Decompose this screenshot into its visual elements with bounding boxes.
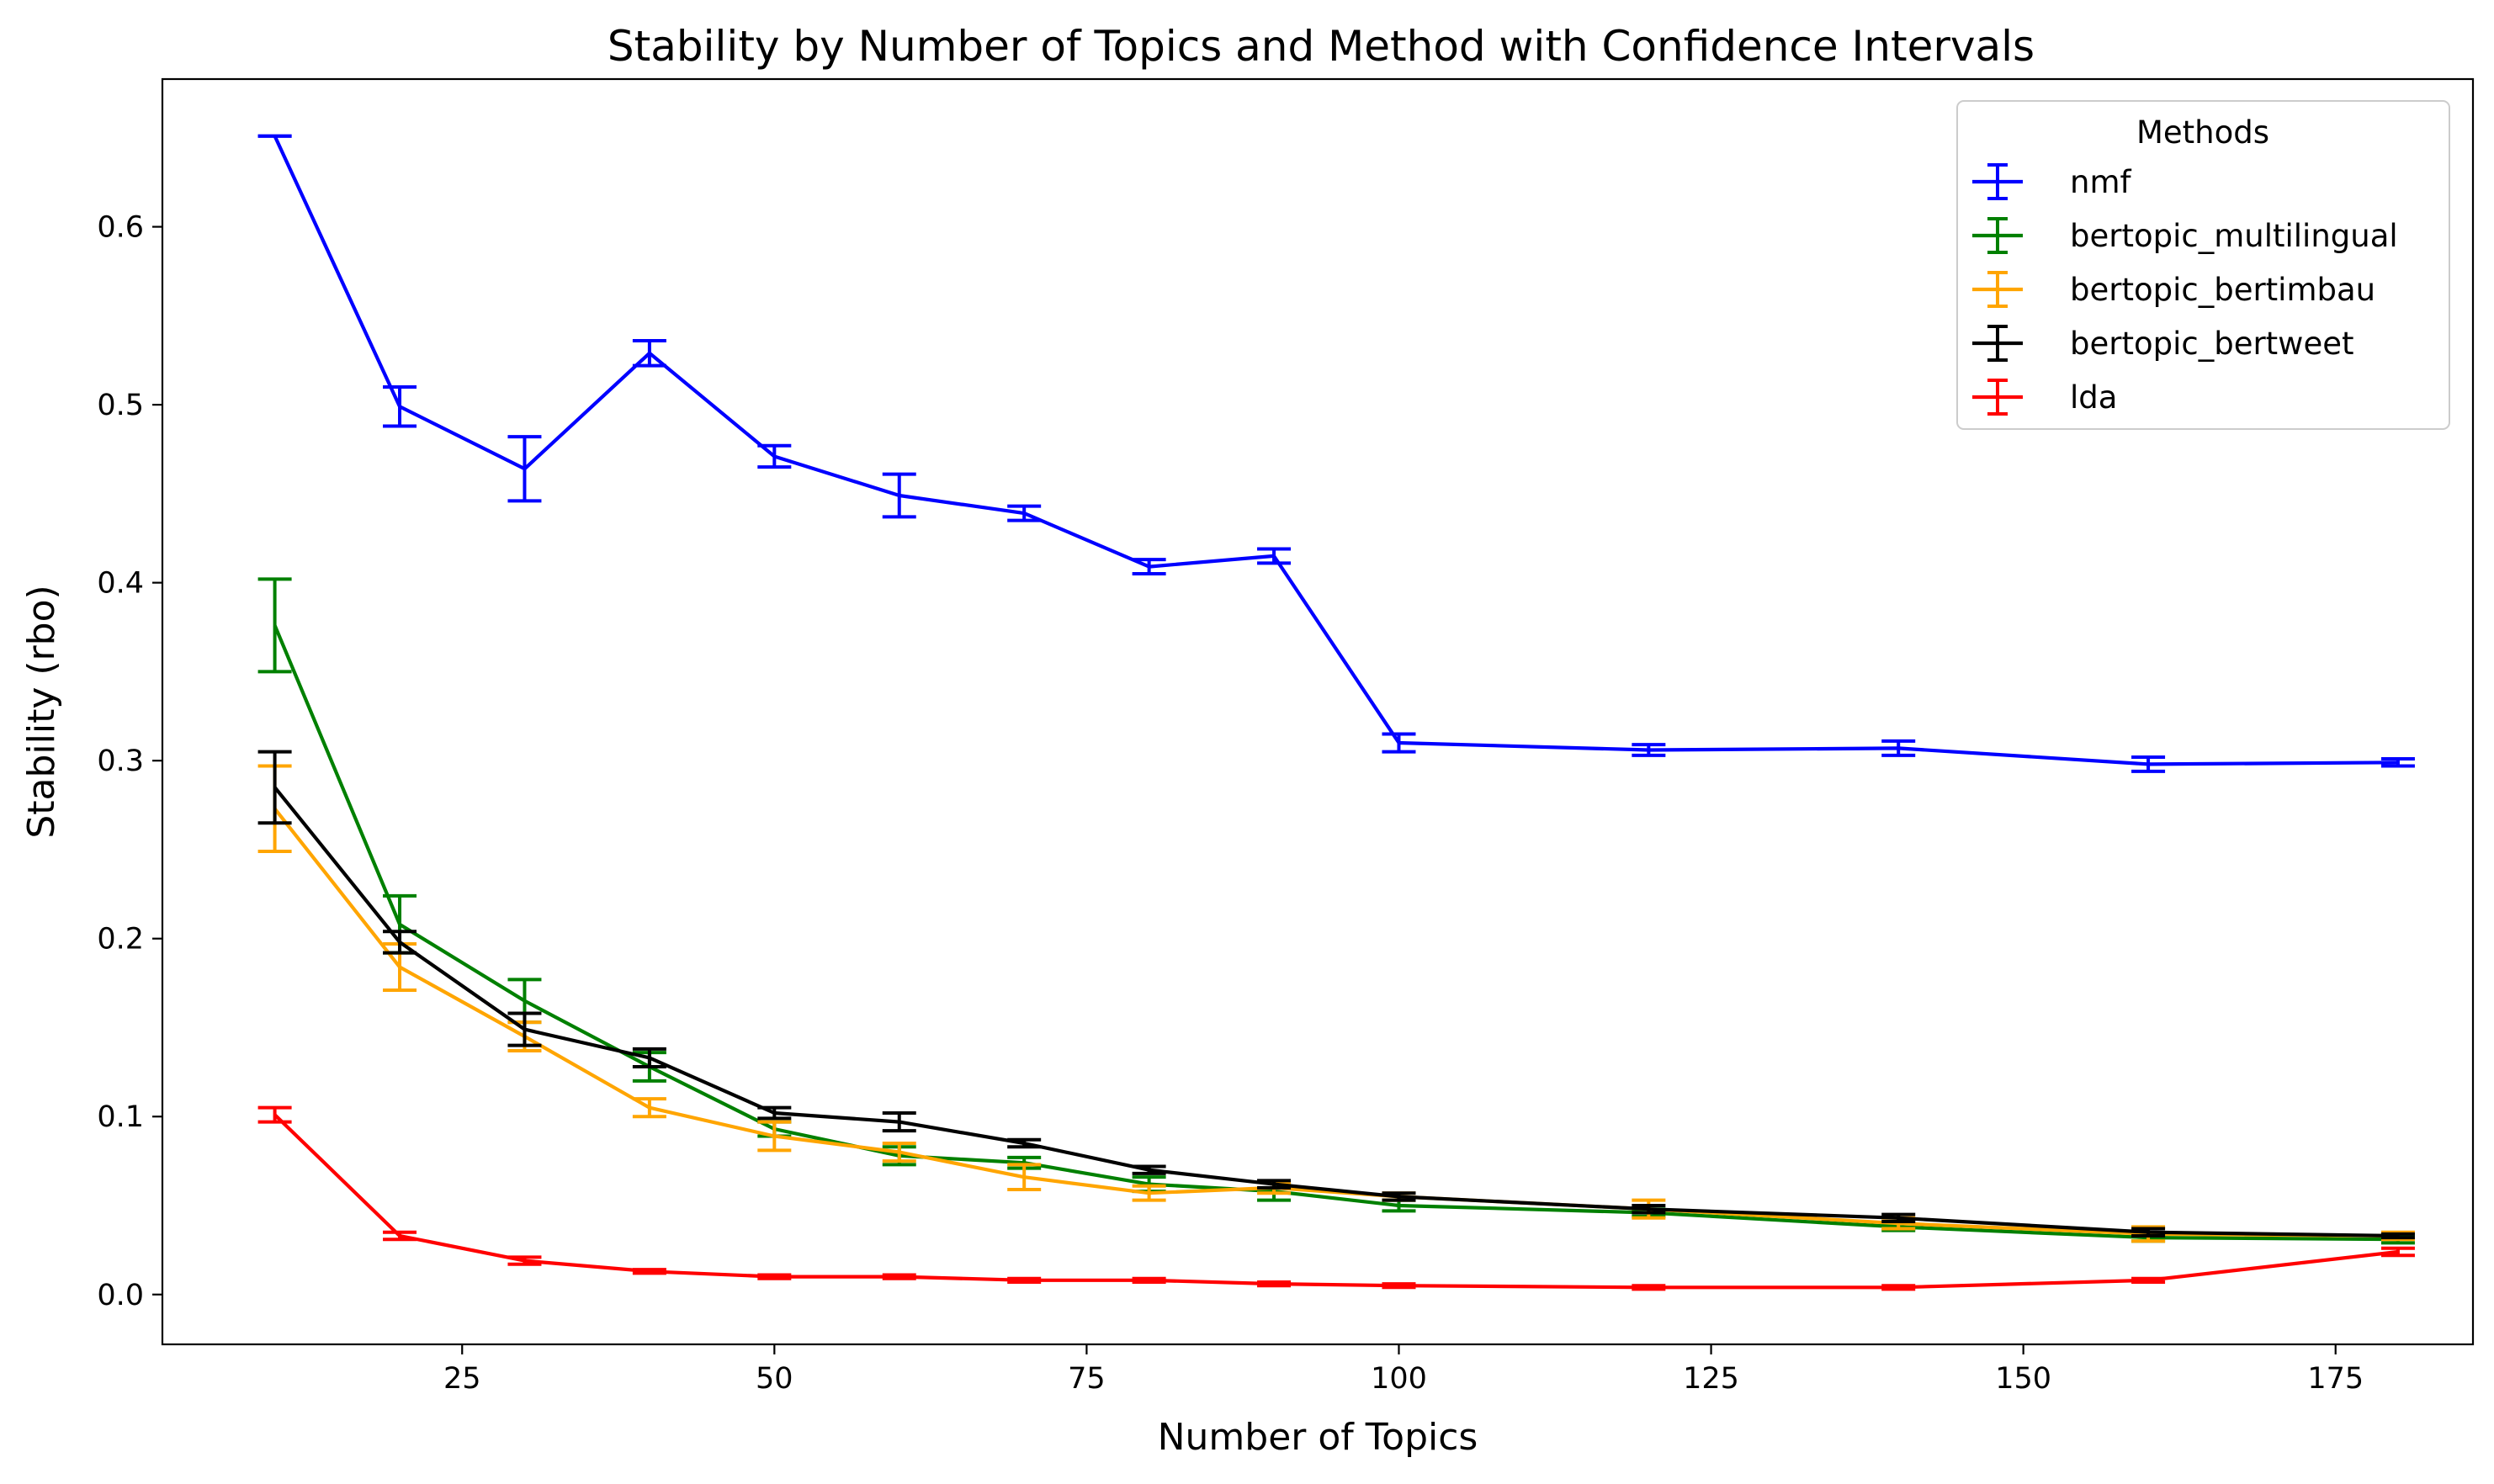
error-bar [1007,1163,1042,1191]
x-axis-ticks: 25 50 75 100 125 150 175 [443,1344,2364,1396]
x-tick-label: 75 [1068,1362,1106,1396]
error-bar [1257,1179,1292,1190]
error-bar [882,1273,916,1280]
error-bar [1881,1212,1916,1224]
x-tick-label: 50 [756,1362,793,1396]
series-line-bertopic_bertweet [273,786,2398,1238]
error-bar [383,1230,417,1242]
legend: Methods nmf bertopic_multilingual bertopic… [1956,100,2450,430]
legend-entry-bertopic_bertimbau: bertopic_bertimbau [1972,271,2375,308]
error-bar [632,338,666,368]
error-bar [383,930,417,955]
error-bar [507,435,542,503]
error-bar [632,1097,666,1119]
error-bar [2380,757,2415,768]
y-tick-label: 0.4 [97,567,144,601]
series-line-bertopic_multilingual [273,624,2398,1242]
error-bar [2131,1276,2166,1284]
error-bar [257,750,292,825]
error-bar [2131,755,2166,773]
series-lda [257,1105,2415,1291]
error-bar [1632,1284,1666,1291]
error-bar [882,1141,916,1163]
error-bar [1881,1284,1916,1291]
x-tick-label: 150 [1995,1362,2051,1396]
error-bar [1382,1191,1416,1202]
y-tick-label: 0.5 [97,389,144,422]
legend-entry-bertopic_bertweet: bertopic_bertweet [1972,325,2353,362]
legend-label: bertopic_bertimbau [2070,272,2375,308]
error-bar [2380,1246,2415,1258]
error-bar [507,1011,542,1047]
y-axis-ticks: 0.0 0.1 0.2 0.3 0.4 0.5 0.6 [97,211,162,1312]
error-bar [1132,1276,1166,1284]
error-bar [2380,1232,2415,1240]
error-bar [257,577,292,674]
series-nmf [257,134,2415,773]
series-line-nmf [273,135,2398,766]
legend-label: bertopic_multilingual [2070,218,2398,254]
error-bar [257,1105,292,1124]
error-bar [1257,1280,1292,1288]
legend-entry-bertopic_multilingual: bertopic_multilingual [1972,217,2398,254]
error-bar [882,1111,916,1133]
series-line-bertopic_bertimbau [273,807,2398,1238]
legend-entry-nmf: nmf [1972,163,2131,200]
error-bar [632,1047,666,1069]
error-bar [1132,558,1166,576]
error-bar [632,1268,666,1275]
error-bar [1881,739,1916,757]
plot-frame [161,77,2475,1346]
series-bertopic_bertweet [257,750,2415,1240]
legend-label: lda [2070,379,2117,416]
y-tick-label: 0.2 [97,923,144,957]
series-layer [257,134,2415,1291]
error-bar [1632,1204,1666,1215]
y-tick-label: 0.6 [97,211,144,245]
error-bar [1257,547,1292,565]
error-bar [507,1255,542,1266]
x-tick-label: 100 [1371,1362,1427,1396]
error-bar [1382,1282,1416,1290]
chart-title: Stability by Number of Topics and Method… [608,22,2035,71]
y-tick-label: 0.3 [97,745,144,778]
error-bar [1382,732,1416,754]
y-tick-label: 0.0 [97,1279,144,1312]
error-bar [757,443,792,469]
error-bar [1632,743,1666,757]
x-tick-label: 175 [2307,1362,2364,1396]
error-bar [1132,1184,1166,1202]
error-bar [757,1120,792,1153]
error-bar [1007,1276,1042,1284]
legend-label: bertopic_bertweet [2070,326,2353,362]
x-tick-label: 125 [1683,1362,1739,1396]
error-bar [1132,1164,1166,1175]
error-bar [757,1273,792,1280]
x-axis-label: Number of Topics [1158,1416,1478,1459]
legend-box [1956,100,2450,430]
legend-label: nmf [2070,164,2131,200]
error-bar [1007,1137,1042,1149]
error-bar [2131,1227,2166,1238]
error-bar [383,384,417,428]
y-axis-label: Stability (rbo) [20,585,63,838]
series-line-lda [273,1113,2399,1290]
x-tick-label: 25 [443,1362,481,1396]
legend-entry-lda: lda [1972,379,2117,416]
legend-entries: nmf bertopic_multilingual bertopic_bertimb… [1972,163,2398,416]
error-bar [1007,504,1042,522]
legend-title: Methods [2136,114,2269,151]
y-tick-label: 0.1 [97,1100,144,1134]
error-bar [882,472,916,519]
error-bar [757,1105,792,1121]
